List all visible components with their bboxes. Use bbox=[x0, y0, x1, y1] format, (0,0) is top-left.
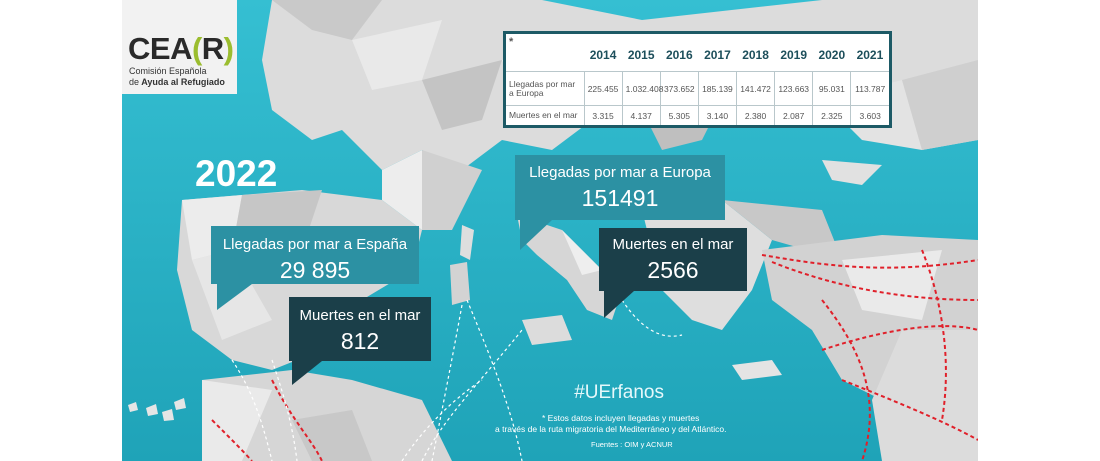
table-cell: 2.087 bbox=[774, 105, 814, 125]
spain-deaths-label: Muertes en el mar bbox=[299, 307, 421, 324]
land-africa bbox=[202, 370, 452, 461]
table-year: 2018 bbox=[742, 48, 769, 63]
europe-arrivals-callout: Llegadas por mar a Europa 151491 bbox=[515, 155, 725, 220]
table-year: 2020 bbox=[818, 48, 846, 63]
table-year: 2014 bbox=[589, 48, 617, 63]
europe-deaths-callout: Muertes en el mar 2566 bbox=[599, 228, 747, 291]
table-cell: 123.663 bbox=[774, 70, 814, 107]
footnote-line2: a través de la ruta migratoria del Medit… bbox=[495, 424, 727, 434]
table-cell: 3.140 bbox=[697, 105, 738, 125]
table-year: 2021 bbox=[856, 48, 884, 63]
table-cell: 3.603 bbox=[850, 105, 889, 125]
table-cell: 3.315 bbox=[583, 105, 623, 125]
spain-deaths-callout: Muertes en el mar 812 bbox=[289, 297, 431, 361]
europe-arrivals-value: 151491 bbox=[581, 185, 659, 211]
table-header-row: * 2014 2015 2016 2017 2018 2019 2020 202… bbox=[506, 34, 889, 71]
canary-islands bbox=[128, 398, 186, 421]
hashtag: #UErfanos bbox=[574, 382, 664, 403]
table-row-label: Muertes en el mar bbox=[506, 105, 585, 125]
logo-subtitle-line1: Comisión Española bbox=[129, 66, 207, 76]
spain-arrivals-value: 29 895 bbox=[279, 257, 351, 283]
table-cell: 113.787 bbox=[850, 70, 889, 107]
table-cell: 141.472 bbox=[735, 70, 776, 107]
table-year: 2019 bbox=[780, 48, 808, 63]
table-year: 2017 bbox=[704, 48, 731, 63]
table-row: Muertes en el mar 3.315 4.137 5.305 3.14… bbox=[506, 105, 889, 125]
table-year: 2015 bbox=[627, 48, 655, 63]
logo-subtitle-line2: de Ayuda al Refugiado bbox=[129, 77, 225, 87]
table-cell: 95.031 bbox=[812, 70, 852, 107]
land-east bbox=[642, 160, 978, 461]
yearly-stats-table: * 2014 2015 2016 2017 2018 2019 2020 202… bbox=[503, 31, 892, 128]
table-cell: 2.325 bbox=[812, 105, 852, 125]
table-cell: 2.380 bbox=[735, 105, 776, 125]
year-heading: 2022 bbox=[195, 153, 278, 194]
footnote-line1: * Estos datos incluyen llegadas y muerte… bbox=[542, 413, 700, 423]
table-cell: 5.305 bbox=[659, 105, 699, 125]
table-row-label: Llegadas por mar a Europa bbox=[506, 70, 585, 107]
migration-routes bbox=[211, 249, 978, 461]
sea-routes bbox=[231, 299, 683, 461]
table-cell: 225.455 bbox=[583, 70, 623, 107]
spain-deaths-value: 812 bbox=[340, 328, 380, 354]
table-year: 2016 bbox=[665, 48, 693, 63]
table-cell: 185.139 bbox=[697, 70, 738, 107]
logo-wordmark: CEA(R) bbox=[128, 31, 234, 66]
cear-logo: CEA(R) Comisión Española de Ayuda al Ref… bbox=[122, 0, 237, 94]
table-cell: 4.137 bbox=[621, 105, 661, 125]
infographic-poster: CEA(R) Comisión Española de Ayuda al Ref… bbox=[122, 0, 978, 461]
table-cell: 373.652 bbox=[659, 70, 699, 107]
spain-arrivals-callout: Llegadas por mar a España 29 895 bbox=[211, 226, 419, 284]
europe-deaths-value: 2566 bbox=[647, 257, 699, 283]
table-row: Llegadas por mar a Europa 225.455 1.032.… bbox=[506, 70, 889, 107]
sources-text: Fuentes : OIM y ACNUR bbox=[591, 440, 673, 449]
europe-deaths-label: Muertes en el mar bbox=[612, 236, 734, 253]
europe-arrivals-label: Llegadas por mar a Europa bbox=[529, 164, 711, 181]
spain-arrivals-label: Llegadas por mar a España bbox=[222, 236, 408, 253]
table-corner: * bbox=[509, 36, 514, 48]
table-cell: 1.032.408 bbox=[621, 70, 663, 107]
